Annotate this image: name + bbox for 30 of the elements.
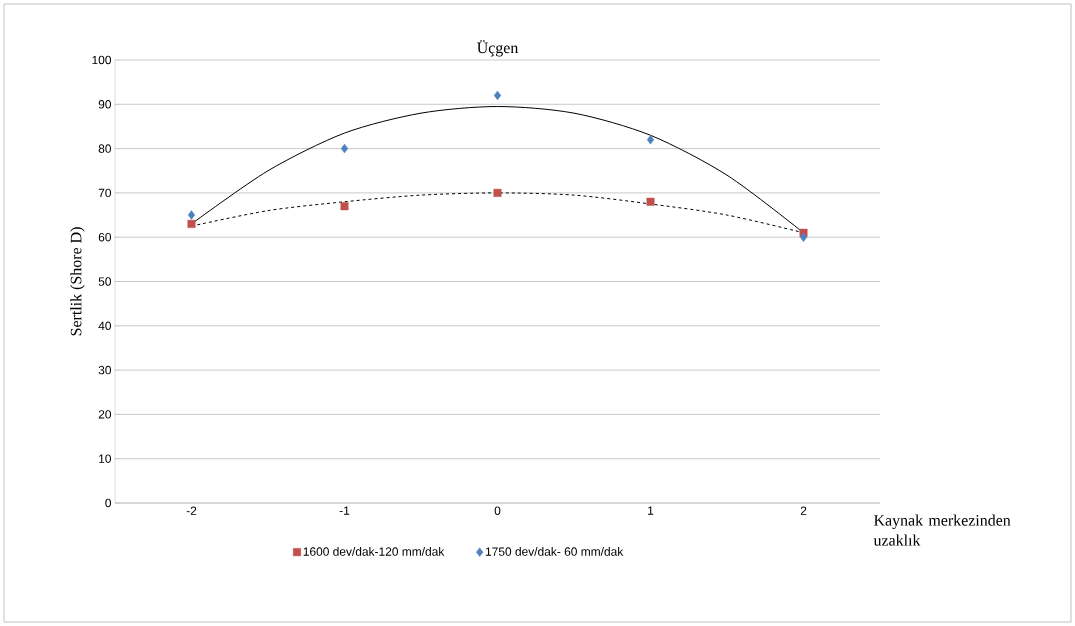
x-tick-label: 1 xyxy=(648,506,654,515)
y-tick-label: 90 xyxy=(98,100,112,109)
point xyxy=(187,210,196,220)
x-tick-label: 2 xyxy=(800,506,807,515)
y-tick-label: 10 xyxy=(99,454,112,463)
point xyxy=(799,232,808,242)
x-tick-label: -2 xyxy=(186,506,197,515)
point xyxy=(646,135,655,145)
point xyxy=(493,90,502,101)
point xyxy=(340,202,349,211)
point xyxy=(340,143,349,154)
point xyxy=(493,188,502,197)
legend-label: 1750 dev/dak- 60 mm/dak xyxy=(485,547,624,556)
x-tick-label: 0 xyxy=(494,506,501,515)
y-tick-label: 80 xyxy=(98,144,112,153)
y-tick-label: 40 xyxy=(98,321,112,331)
point xyxy=(646,197,655,206)
y-tick-label: 60 xyxy=(98,232,112,242)
y-tick-label: 0 xyxy=(105,498,112,508)
y-tick-label: 100 xyxy=(92,55,112,65)
y-tick-label: 50 xyxy=(98,277,112,286)
x-tick-label: -1 xyxy=(339,506,350,515)
y-axis-title: Sertlik (Shore D) xyxy=(70,227,85,336)
point xyxy=(187,219,196,228)
chart-title: Üçgen xyxy=(477,40,519,57)
y-tick-label: 70 xyxy=(98,188,112,198)
legend-label: 1600 dev/dak-120 mm/dak xyxy=(303,547,445,556)
y-tick-label: 30 xyxy=(98,365,112,375)
x-axis-title: Kaynak merkezinden uzaklık xyxy=(873,514,1011,546)
y-tick-label: 20 xyxy=(98,410,112,419)
